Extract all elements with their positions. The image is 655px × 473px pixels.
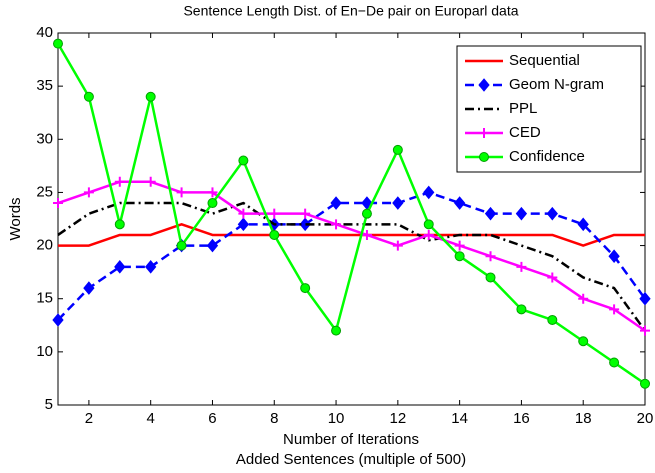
marker [145, 260, 157, 274]
marker [114, 219, 125, 230]
marker [176, 187, 187, 198]
marker [484, 206, 497, 221]
series-line [56, 43, 646, 385]
y-axis-label: Words [7, 197, 24, 240]
marker [299, 217, 311, 232]
x-tick-label: 6 [208, 410, 216, 427]
x-tick-label: 20 [637, 410, 654, 427]
marker [454, 251, 465, 262]
x-axis-sublabel: Added Sentences (multiple of 500) [236, 451, 466, 468]
y-tick-label: 5 [45, 396, 53, 413]
marker [361, 208, 372, 219]
marker [145, 91, 156, 102]
x-axis-label: Number of Iterations [283, 431, 419, 448]
marker [269, 229, 280, 240]
y-tick-label: 40 [36, 24, 53, 41]
marker [238, 208, 249, 219]
legend-label: Geom N-gram [509, 76, 604, 93]
y-tick-label: 35 [36, 77, 53, 94]
marker [609, 304, 620, 315]
marker [361, 229, 372, 240]
marker [330, 196, 342, 210]
legend-label: Sequential [509, 52, 580, 69]
series-line [57, 201, 647, 332]
x-tick-label: 10 [328, 410, 345, 427]
legend-label: CED [509, 124, 541, 141]
marker [639, 291, 651, 306]
x-tick-label: 8 [270, 410, 278, 427]
marker [578, 293, 589, 304]
marker [515, 206, 528, 221]
marker [546, 206, 558, 221]
marker [516, 304, 527, 315]
marker [423, 229, 434, 240]
legend-marker [479, 128, 489, 138]
x-tick-label: 4 [147, 410, 155, 427]
x-tick-label: 2 [85, 410, 93, 427]
marker [53, 198, 63, 209]
marker [423, 185, 435, 200]
x-tick-label: 16 [513, 410, 530, 427]
marker [300, 208, 311, 219]
marker [547, 314, 558, 325]
y-tick-label: 20 [36, 237, 53, 254]
marker [145, 176, 156, 187]
legend: Sequential Geom N-gram PPL CED Confidence [456, 45, 642, 173]
marker [237, 217, 250, 232]
marker [207, 187, 218, 198]
marker [52, 313, 64, 327]
marker [206, 238, 219, 253]
marker [577, 217, 589, 232]
y-tick-label: 15 [36, 290, 53, 307]
legend-marker [479, 152, 489, 162]
marker [608, 249, 620, 263]
marker [640, 325, 650, 336]
marker [454, 240, 465, 251]
x-tick-label: 14 [451, 410, 468, 427]
marker [207, 198, 218, 209]
marker [423, 219, 434, 230]
marker [83, 281, 95, 295]
marker [640, 378, 650, 389]
marker [578, 336, 589, 347]
marker [392, 196, 404, 210]
marker [114, 260, 126, 274]
marker [114, 176, 125, 187]
chart-title: Sentence Length Dist. of En−De pair on E… [183, 3, 518, 19]
marker [300, 283, 311, 294]
y-tick-label: 25 [36, 183, 53, 200]
marker [53, 38, 63, 49]
marker [269, 208, 280, 219]
series-line [57, 180, 646, 332]
marker [176, 240, 187, 251]
marker [485, 251, 496, 262]
x-tick-label: 12 [389, 410, 406, 427]
marker [83, 91, 94, 102]
marker [453, 196, 466, 210]
marker [547, 272, 558, 283]
marker [485, 272, 496, 283]
marker [331, 325, 342, 336]
marker [83, 187, 94, 198]
series-line [58, 223, 645, 247]
legend-marker [478, 78, 490, 92]
y-tick-label: 30 [36, 130, 53, 147]
y-tick-label: 10 [36, 343, 53, 360]
marker [609, 357, 620, 368]
legend-label: PPL [509, 100, 537, 117]
x-tick-label: 18 [575, 410, 592, 427]
marker [516, 261, 527, 272]
marker [392, 144, 403, 155]
legend-label: Confidence [509, 148, 585, 165]
marker [392, 240, 403, 251]
marker [238, 155, 249, 166]
marker [331, 219, 342, 230]
